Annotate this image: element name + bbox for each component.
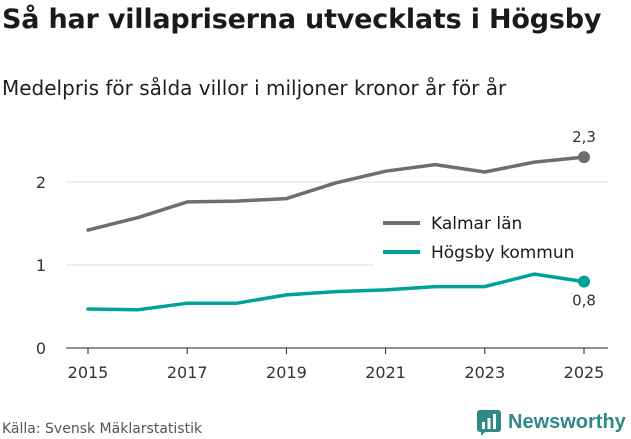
series-lines: 2,3 0,8 <box>86 128 596 312</box>
chart-title: Så har villapriserna utvecklats i Högsby <box>2 4 602 35</box>
x-tick-label: 2017 <box>167 363 208 382</box>
x-tick-label: 2015 <box>68 363 109 382</box>
end-point-hogsby <box>578 275 590 288</box>
legend-background <box>374 206 608 270</box>
end-label-kalmar: 2,3 <box>572 128 596 146</box>
y-tick-label: 1 <box>36 256 46 275</box>
end-label-hogsby: 0,8 <box>572 292 596 310</box>
newsworthy-logo-text: Newsworthy <box>508 410 626 433</box>
source-note: Källa: Svensk Mäklarstatistik <box>2 421 203 437</box>
y-axis: 0 1 2 <box>36 173 46 358</box>
legend-label-kalmar: Kalmar län <box>431 214 522 234</box>
x-tick-label: 2019 <box>266 363 307 382</box>
x-tick-label: 2025 <box>564 363 605 382</box>
x-axis: 2015 2017 2019 2021 2023 2025 <box>68 348 605 382</box>
series-line-kalmar <box>86 155 586 232</box>
end-point-kalmar <box>578 151 590 164</box>
x-tick-label: 2021 <box>365 363 406 382</box>
legend-label-hogsby: Högsby kommun <box>431 243 574 263</box>
chart-subtitle: Medelpris för sålda villor i miljoner kr… <box>2 76 507 100</box>
y-tick-label: 2 <box>36 173 46 192</box>
series-line-hogsby <box>86 272 586 312</box>
legend: Kalmar län Högsby kommun <box>374 206 608 270</box>
newsworthy-logo: Newsworthy <box>476 408 626 436</box>
newsworthy-logo-icon <box>477 410 501 435</box>
y-tick-label: 0 <box>36 339 46 358</box>
x-tick-label: 2023 <box>464 363 505 382</box>
